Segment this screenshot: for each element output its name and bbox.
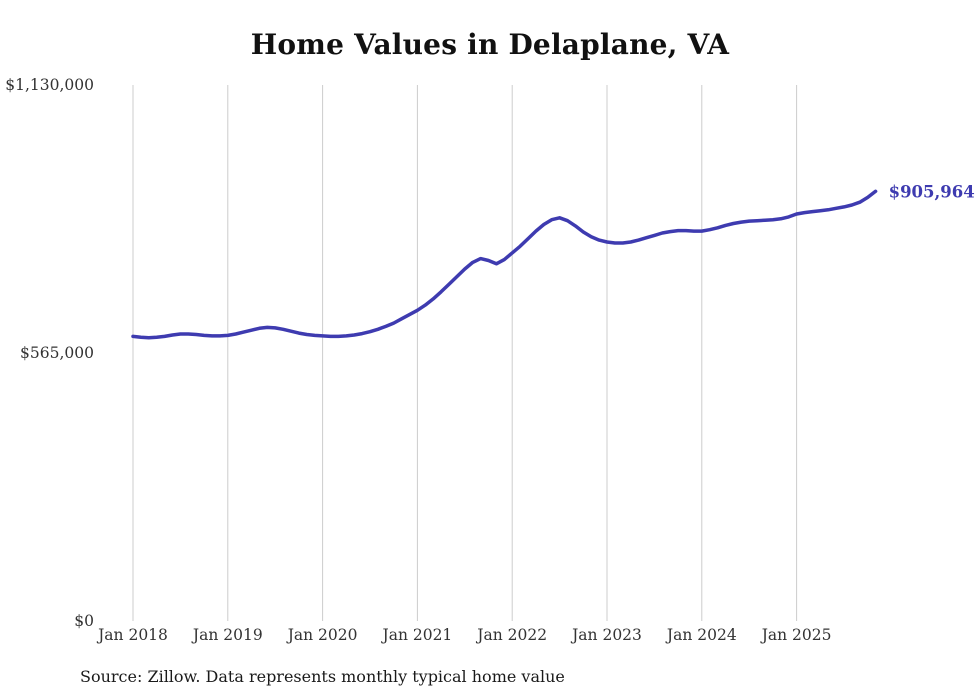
value-line (131, 189, 878, 340)
x-axis-tick-label: Jan 2018 (96, 626, 168, 644)
x-axis-tick-label: Jan 2021 (380, 626, 452, 644)
x-axis-tick-label: Jan 2025 (760, 626, 832, 644)
x-axis-tick-label: Jan 2020 (286, 626, 358, 644)
y-axis-tick-label: $565,000 (20, 344, 94, 362)
x-axis-tick-label: Jan 2023 (570, 626, 642, 644)
y-axis-tick-label: $0 (74, 612, 94, 630)
x-axis-tick-label: Jan 2024 (665, 626, 737, 644)
y-axis-tick-label: $1,130,000 (5, 76, 94, 94)
chart-title: Home Values in Delaplane, VA (250, 28, 730, 61)
x-axis-tick-label: Jan 2022 (475, 626, 547, 644)
end-value-label: $905,964 (889, 182, 975, 201)
source-note: Source: Zillow. Data represents monthly … (80, 667, 565, 686)
x-axis-tick-label: Jan 2019 (191, 626, 263, 644)
